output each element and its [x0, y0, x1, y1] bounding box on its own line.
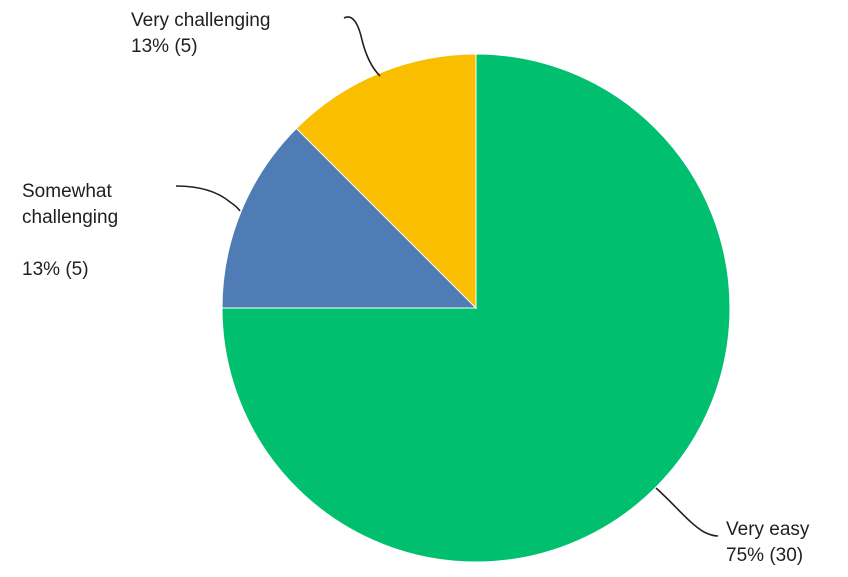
label-very-easy-value: 75% (30): [726, 545, 804, 566]
pie-slice-very-challenging: [295, 53, 477, 310]
pie-slice-somewhat-challenging: [221, 127, 478, 309]
label-somewhat-challenging: Somewhat challenging 13% (5): [22, 179, 118, 283]
label-somewhat-challenging-line2: challenging: [22, 207, 119, 228]
leader-line-very-challenging: [343, 16, 381, 77]
label-very-easy: Very easy 75% (30): [726, 517, 809, 569]
label-very-challenging: Very challenging 13% (5): [131, 8, 270, 60]
label-very-challenging-name: Very challenging: [131, 10, 271, 31]
leader-line-very-easy: [655, 487, 719, 537]
label-very-easy-name: Very easy: [726, 519, 810, 540]
label-somewhat-challenging-line1: Somewhat: [22, 181, 112, 202]
pie-slice-very-easy: [221, 53, 731, 563]
leader-line-somewhat-challenging: [175, 185, 241, 212]
label-somewhat-challenging-value: 13% (5): [22, 259, 89, 280]
label-very-challenging-value: 13% (5): [131, 36, 198, 57]
